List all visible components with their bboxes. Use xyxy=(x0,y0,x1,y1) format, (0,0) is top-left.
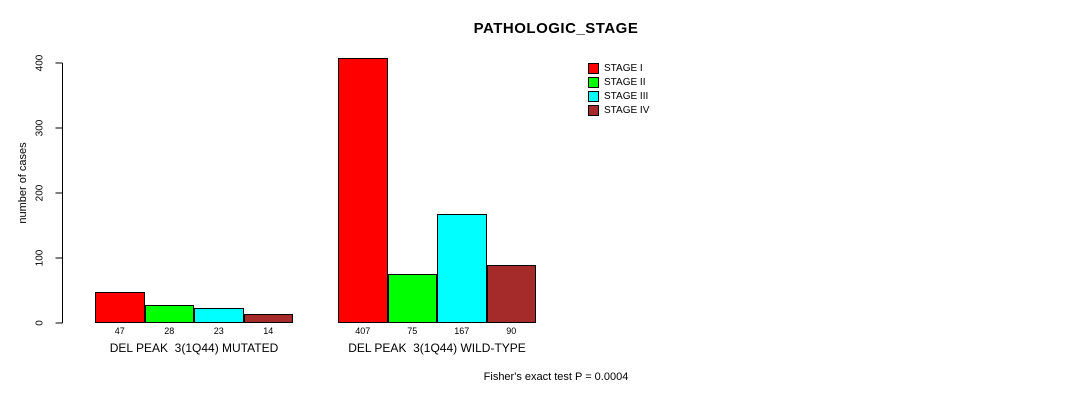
legend-row: STAGE III xyxy=(588,89,649,103)
bar-value-label: 28 xyxy=(164,326,175,336)
y-tick-label: 400 xyxy=(34,54,46,72)
bar-stage-iii xyxy=(437,214,487,323)
bar-value-label: 75 xyxy=(407,326,418,336)
bar-value-label: 407 xyxy=(355,326,371,336)
y-tick-label: 0 xyxy=(34,320,46,326)
chart-title: PATHOLOGIC_STAGE xyxy=(473,20,639,37)
bar-value-label: 23 xyxy=(213,326,224,336)
legend-label: STAGE II xyxy=(604,76,646,88)
bar-value-label: 47 xyxy=(114,326,125,336)
y-tick-label: 200 xyxy=(34,184,46,202)
bar-stage-ii xyxy=(387,274,437,323)
y-tick-label: 100 xyxy=(34,249,46,267)
legend-row: STAGE IV xyxy=(588,103,649,117)
bar-value-label: 167 xyxy=(454,326,470,336)
bar-value-label: 90 xyxy=(506,326,517,336)
bar-value-label: 14 xyxy=(263,326,274,336)
legend-label: STAGE III xyxy=(604,90,649,102)
bar-stage-i xyxy=(338,58,388,323)
legend-label: STAGE IV xyxy=(604,104,650,116)
bar-stage-ii xyxy=(144,304,194,323)
legend-row: STAGE II xyxy=(588,75,649,89)
bar-stage-iii xyxy=(194,308,244,323)
legend-swatch-icon xyxy=(588,76,599,88)
legend-swatch-icon xyxy=(588,62,599,74)
legend: STAGE I STAGE II STAGE III STAGE IV xyxy=(588,61,649,117)
y-tick-label: 300 xyxy=(34,119,46,137)
legend-swatch-icon xyxy=(588,104,599,116)
legend-swatch-icon xyxy=(588,90,599,102)
legend-row: STAGE I xyxy=(588,61,649,75)
group-label: DEL PEAK 3(1Q44) MUTATED xyxy=(109,341,279,355)
bar-stage-i xyxy=(95,292,145,323)
group-label: DEL PEAK 3(1Q44) WILD-TYPE xyxy=(348,341,526,355)
legend-label: STAGE I xyxy=(604,62,643,74)
bar-stage-iv xyxy=(486,264,536,323)
bar-stage-iv xyxy=(243,313,293,323)
annotation-text: Fisher's exact test P = 0.0004 xyxy=(483,371,629,383)
